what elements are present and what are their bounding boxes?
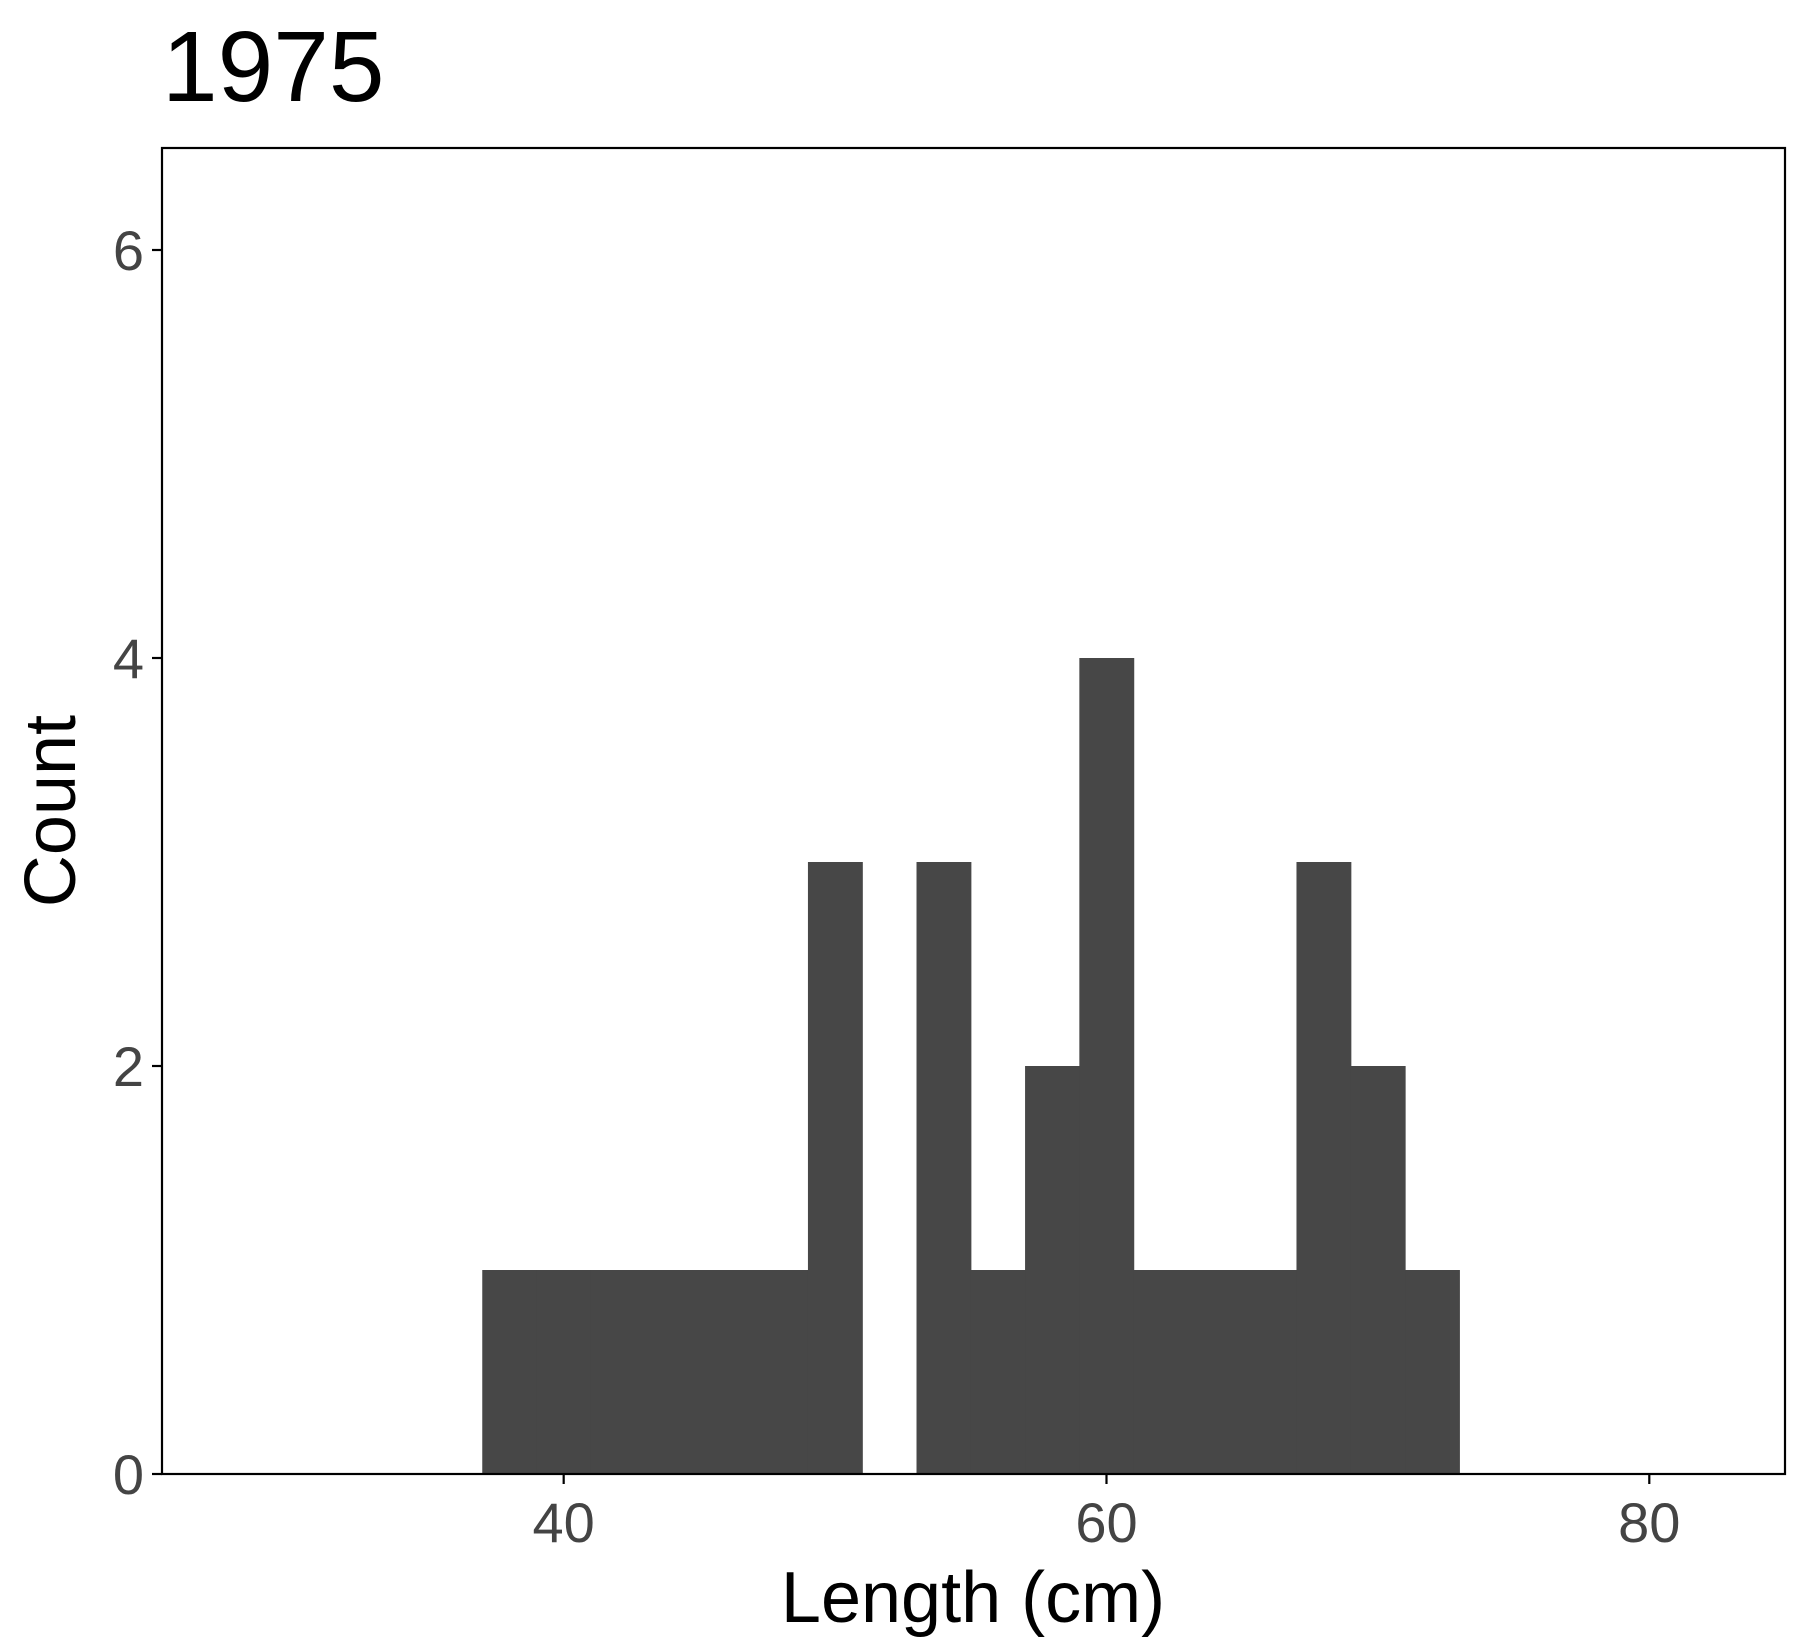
- histogram-bar-3: [645, 1270, 700, 1474]
- histogram-bar-14: [1242, 1270, 1298, 1474]
- histogram-bar-16: [1350, 1066, 1406, 1474]
- x-tick-label-2: 80: [1618, 1491, 1680, 1554]
- y-axis: 0 2 4 6: [113, 219, 162, 1506]
- y-tick-label-2: 4: [113, 627, 144, 690]
- x-tick-label-1: 60: [1075, 1491, 1137, 1554]
- histogram-bar-2: [590, 1270, 646, 1474]
- histogram-bar-11: [1079, 658, 1135, 1474]
- histogram-bar-13: [1187, 1270, 1243, 1474]
- histogram-bar-15: [1296, 862, 1352, 1474]
- histogram-bar-12: [1133, 1270, 1189, 1474]
- y-axis-title: Count: [11, 715, 91, 907]
- y-tick-label-0: 0: [113, 1443, 144, 1506]
- histogram-bar-1: [536, 1270, 592, 1474]
- y-tick-label-3: 6: [113, 219, 144, 282]
- x-axis: 40 60 80: [533, 1474, 1680, 1554]
- histogram-bar-17: [1405, 1270, 1460, 1474]
- x-tick-label-0: 40: [533, 1491, 595, 1554]
- plot-frame: [160, 146, 1787, 1476]
- histogram-bar-0: [482, 1270, 538, 1474]
- histogram-bar-9: [970, 1270, 1026, 1474]
- bars-layer: [482, 658, 1460, 1474]
- histogram-bar-6: [807, 862, 863, 1474]
- y-tick-label-1: 2: [113, 1035, 144, 1098]
- histogram-bar-4: [699, 1270, 755, 1474]
- histogram-bar-10: [1025, 1066, 1080, 1474]
- histogram-bar-8: [916, 862, 972, 1474]
- chart-title: 1975: [162, 11, 384, 123]
- x-axis-title: Length (cm): [781, 1558, 1165, 1638]
- histogram-bar-5: [753, 1270, 809, 1474]
